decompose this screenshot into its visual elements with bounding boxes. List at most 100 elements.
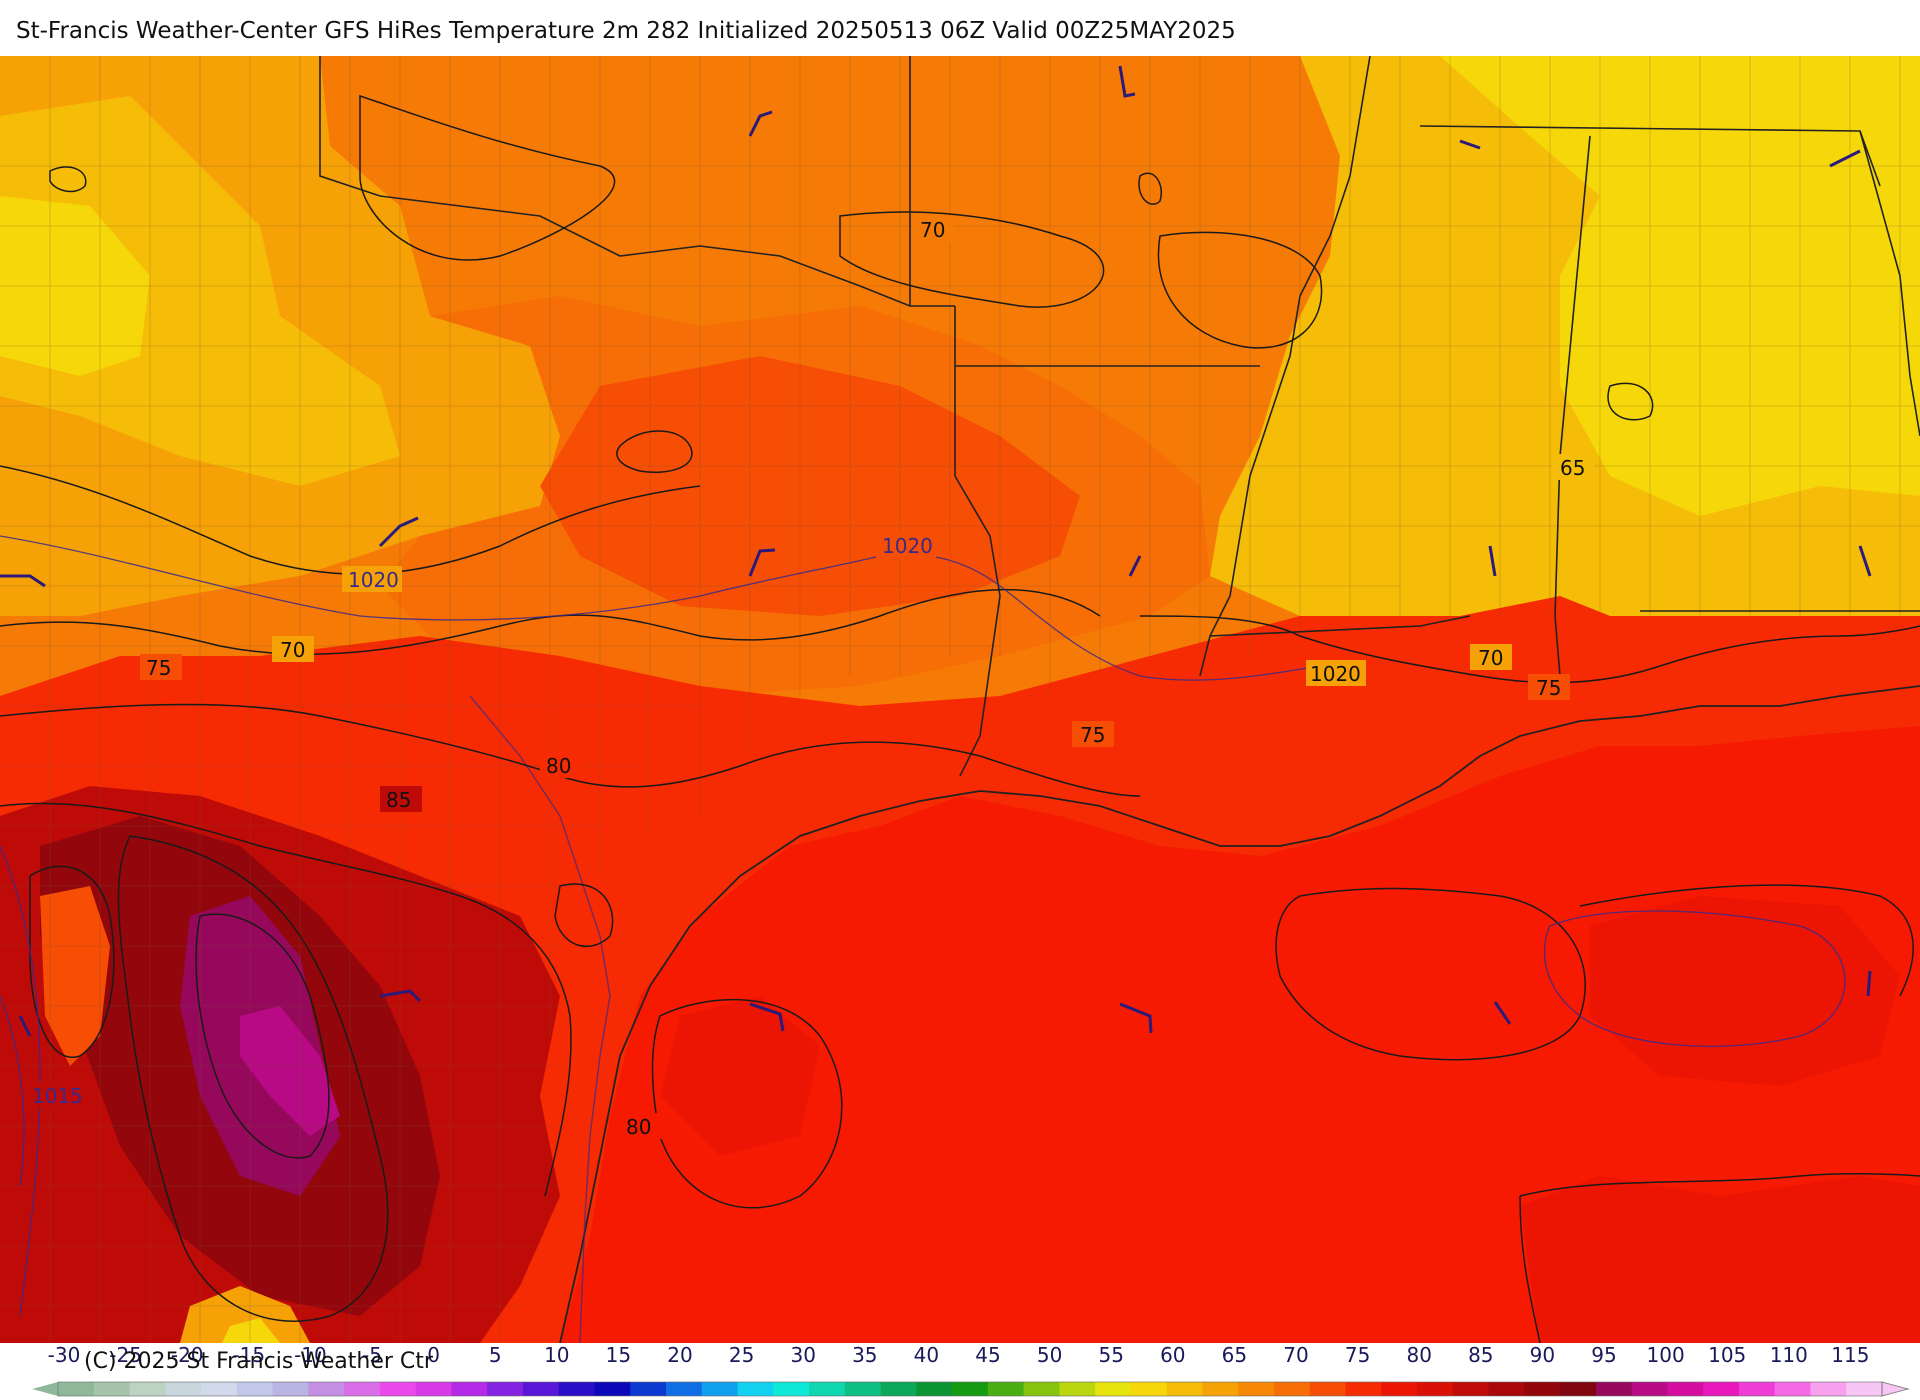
legend-tick-label: 5 xyxy=(489,1343,502,1367)
legend-color-cell xyxy=(1274,1382,1311,1396)
central-orange-deep xyxy=(540,356,1080,616)
legend-color-cell xyxy=(916,1382,953,1396)
legend-tick-label: 0 xyxy=(427,1343,440,1367)
temp-label: 70 xyxy=(280,638,305,662)
wind-barbs xyxy=(0,65,1872,1037)
legend-tick-label: 100 xyxy=(1647,1343,1685,1367)
legend-color-cell xyxy=(487,1382,524,1396)
legend-tick-label: 35 xyxy=(852,1343,877,1367)
legend-tick-label: 10 xyxy=(544,1343,569,1367)
legend-tick-label: -20 xyxy=(171,1343,204,1367)
legend-tick-label: 105 xyxy=(1708,1343,1746,1367)
west-yellow-core xyxy=(0,196,150,376)
legend-color-cell xyxy=(1238,1382,1275,1396)
east-bright-yellow xyxy=(1440,56,1920,516)
legend-color-cell xyxy=(1345,1382,1382,1396)
legend-color-cell xyxy=(415,1382,452,1396)
temp-label: 70 xyxy=(920,218,945,242)
west-warm-pocket xyxy=(40,886,110,1066)
legend-tick-label: 75 xyxy=(1345,1343,1370,1367)
legend-color-cell xyxy=(701,1382,739,1396)
legend-color-cell xyxy=(1524,1382,1561,1396)
legend-color-cell xyxy=(987,1382,1025,1396)
county-grid xyxy=(0,56,1920,1343)
legend-tick-label: -10 xyxy=(294,1343,327,1367)
temperature-color-legend: -30 -25 -20 -15 -10 -5 0 5 10 15 20 25 30 35 40 45 50 55 6… xyxy=(32,1343,1910,1397)
legend-tick-labels: -30 -25 -20 -15 -10 -5 0 5 10 15 20 25 30 35 40 45 50 55 6… xyxy=(48,1343,1870,1367)
map-title: St-Francis Weather-Center GFS HiRes Temp… xyxy=(16,18,1236,44)
legend-tick-label: 80 xyxy=(1406,1343,1431,1367)
legend-tick-label: 60 xyxy=(1160,1343,1185,1367)
legend-tick-label: 55 xyxy=(1098,1343,1123,1367)
legend-color-cell xyxy=(1846,1382,1883,1396)
gulf-warm-center xyxy=(660,996,820,1156)
legend-tick-label: 45 xyxy=(975,1343,1000,1367)
mountain-cool-spot xyxy=(180,1286,310,1343)
legend-color-cell xyxy=(1488,1382,1525,1396)
mountain-cool-core xyxy=(222,1318,280,1343)
legend-color-cell xyxy=(1560,1382,1597,1396)
legend-right-arrow xyxy=(1881,1381,1910,1397)
temperature-map: 70 70 75 75 70 65 75 80 85 80 1020 1020 … xyxy=(0,56,1920,1343)
legend-left-arrow xyxy=(32,1382,58,1396)
state-borders xyxy=(319,56,1920,777)
legend-color-cell xyxy=(58,1382,95,1396)
legend-color-cell xyxy=(1595,1382,1633,1396)
legend-color-cell xyxy=(165,1382,202,1396)
legend-tick-label: 40 xyxy=(914,1343,939,1367)
legend-color-cell xyxy=(272,1382,309,1396)
legend-tick-label: 65 xyxy=(1222,1343,1247,1367)
hottest-core xyxy=(240,1006,340,1136)
legend-color-cell xyxy=(1130,1382,1168,1396)
legend-color-cell xyxy=(952,1382,989,1396)
gulf-coastline xyxy=(559,685,1920,1343)
legend-color-cell xyxy=(129,1382,166,1396)
legend-color-cell xyxy=(1631,1382,1668,1396)
legend-color-cell xyxy=(308,1382,345,1396)
legend-color-cell xyxy=(630,1382,667,1396)
legend-color-cell xyxy=(1667,1382,1704,1396)
temp-label: 65 xyxy=(1560,456,1585,480)
legend-color-cell xyxy=(558,1382,595,1396)
copyright-text: (C) 2025 St Francis Weather Ctr xyxy=(84,1349,433,1374)
legend-color-cell xyxy=(773,1382,810,1396)
pressure-isobars xyxy=(0,535,1846,1317)
legend-color-cell xyxy=(666,1382,703,1396)
legend-tick-label: 110 xyxy=(1770,1343,1808,1367)
legend-color-cell xyxy=(344,1382,381,1396)
legend-color-cell xyxy=(1166,1382,1203,1396)
pressure-label: 1015 xyxy=(32,1084,83,1108)
temp-label: 80 xyxy=(546,754,571,778)
pressure-label: 1020 xyxy=(1310,662,1361,686)
temp-label: 75 xyxy=(146,656,171,680)
legend-color-cell xyxy=(1417,1382,1454,1396)
temp-label: 75 xyxy=(1536,676,1561,700)
legend-color-bar xyxy=(32,1381,1910,1397)
legend-color-cell xyxy=(1738,1382,1776,1396)
legend-color-cell xyxy=(379,1382,417,1396)
legend-color-cell xyxy=(1202,1382,1239,1396)
legend-color-cell xyxy=(1381,1382,1418,1396)
legend-color-cell xyxy=(1095,1382,1132,1396)
pressure-label: 1020 xyxy=(882,534,933,558)
legend-tick-label: -25 xyxy=(109,1343,142,1367)
legend-color-cell xyxy=(880,1382,917,1396)
legend-color-cell xyxy=(1309,1382,1347,1396)
mexico-border xyxy=(469,695,611,1343)
legend-color-cell xyxy=(844,1382,882,1396)
legend-tick-label: 115 xyxy=(1831,1343,1869,1367)
legend-tick-label: 25 xyxy=(729,1343,754,1367)
legend-tick-label: 95 xyxy=(1591,1343,1616,1367)
legend-color-cell xyxy=(1023,1382,1060,1396)
legend-color-cell xyxy=(201,1382,238,1396)
temp-label: 75 xyxy=(1080,723,1105,747)
legend-tick-label: 50 xyxy=(1037,1343,1062,1367)
legend-color-cell xyxy=(1059,1382,1096,1396)
legend-color-cell xyxy=(594,1382,631,1396)
contour-labels: 70 70 75 75 70 65 75 80 85 80 1020 1020 … xyxy=(30,216,1594,1139)
legend-color-cell xyxy=(1774,1382,1811,1396)
legend-color-cell xyxy=(809,1382,846,1396)
legend-tick-label: -30 xyxy=(48,1343,81,1367)
legend-color-cell xyxy=(1703,1382,1740,1396)
legend-tick-label: 20 xyxy=(667,1343,692,1367)
